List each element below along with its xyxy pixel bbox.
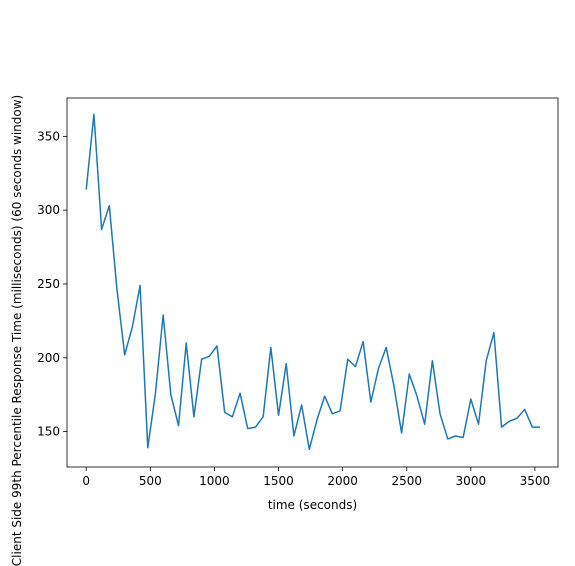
y-tick-label: 350: [37, 129, 60, 143]
y-axis-ticks: 150 200 250 300 350: [37, 129, 67, 439]
y-tick-label: 150: [37, 425, 60, 439]
x-axis-ticks: 0 500 1000 1500 2000 2500 3000 3500: [82, 467, 550, 488]
x-tick-label: 3500: [520, 474, 551, 488]
y-axis-label: Client Side 99th Percentile Response Tim…: [10, 95, 24, 566]
x-tick-label: 1500: [263, 474, 294, 488]
plot-area-frame: [66, 97, 559, 468]
y-tick-label: 300: [37, 203, 60, 217]
series-line: [85, 113, 541, 451]
x-tick-label: 1000: [199, 474, 230, 488]
x-tick-label: 0: [82, 474, 90, 488]
y-tick-label: 250: [37, 277, 60, 291]
x-tick-label: 3000: [456, 474, 487, 488]
x-axis-label: time (seconds): [268, 498, 357, 512]
x-tick-label: 2000: [327, 474, 358, 488]
x-tick-label: 2500: [391, 474, 422, 488]
x-tick-label: 500: [139, 474, 162, 488]
y-tick-label: 200: [37, 351, 60, 365]
